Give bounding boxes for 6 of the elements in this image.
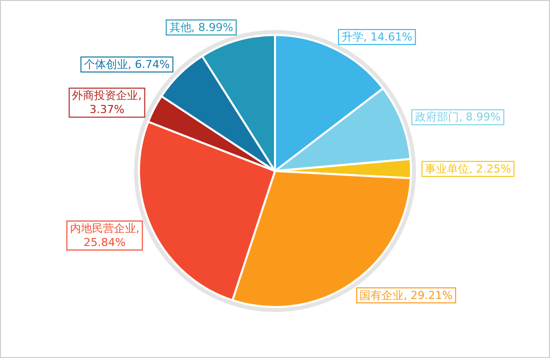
slice-label: 个体创业, 6.74% [84, 58, 170, 72]
slice-label: 国有企业, 29.21% [360, 288, 453, 302]
slice-label: 事业单位, 2.25% [424, 162, 511, 176]
slice-label: 其他, 8.99% [169, 20, 234, 34]
slice-label: 政府部门, 8.99% [414, 110, 501, 124]
slice-label: 升学, 14.61% [341, 30, 412, 44]
